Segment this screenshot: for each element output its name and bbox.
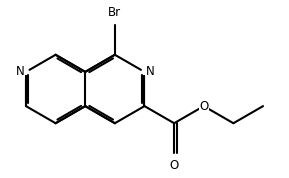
Text: O: O (170, 159, 179, 172)
Text: O: O (199, 100, 208, 113)
Text: Br: Br (108, 6, 121, 19)
Text: N: N (146, 65, 155, 78)
Text: N: N (16, 65, 24, 78)
